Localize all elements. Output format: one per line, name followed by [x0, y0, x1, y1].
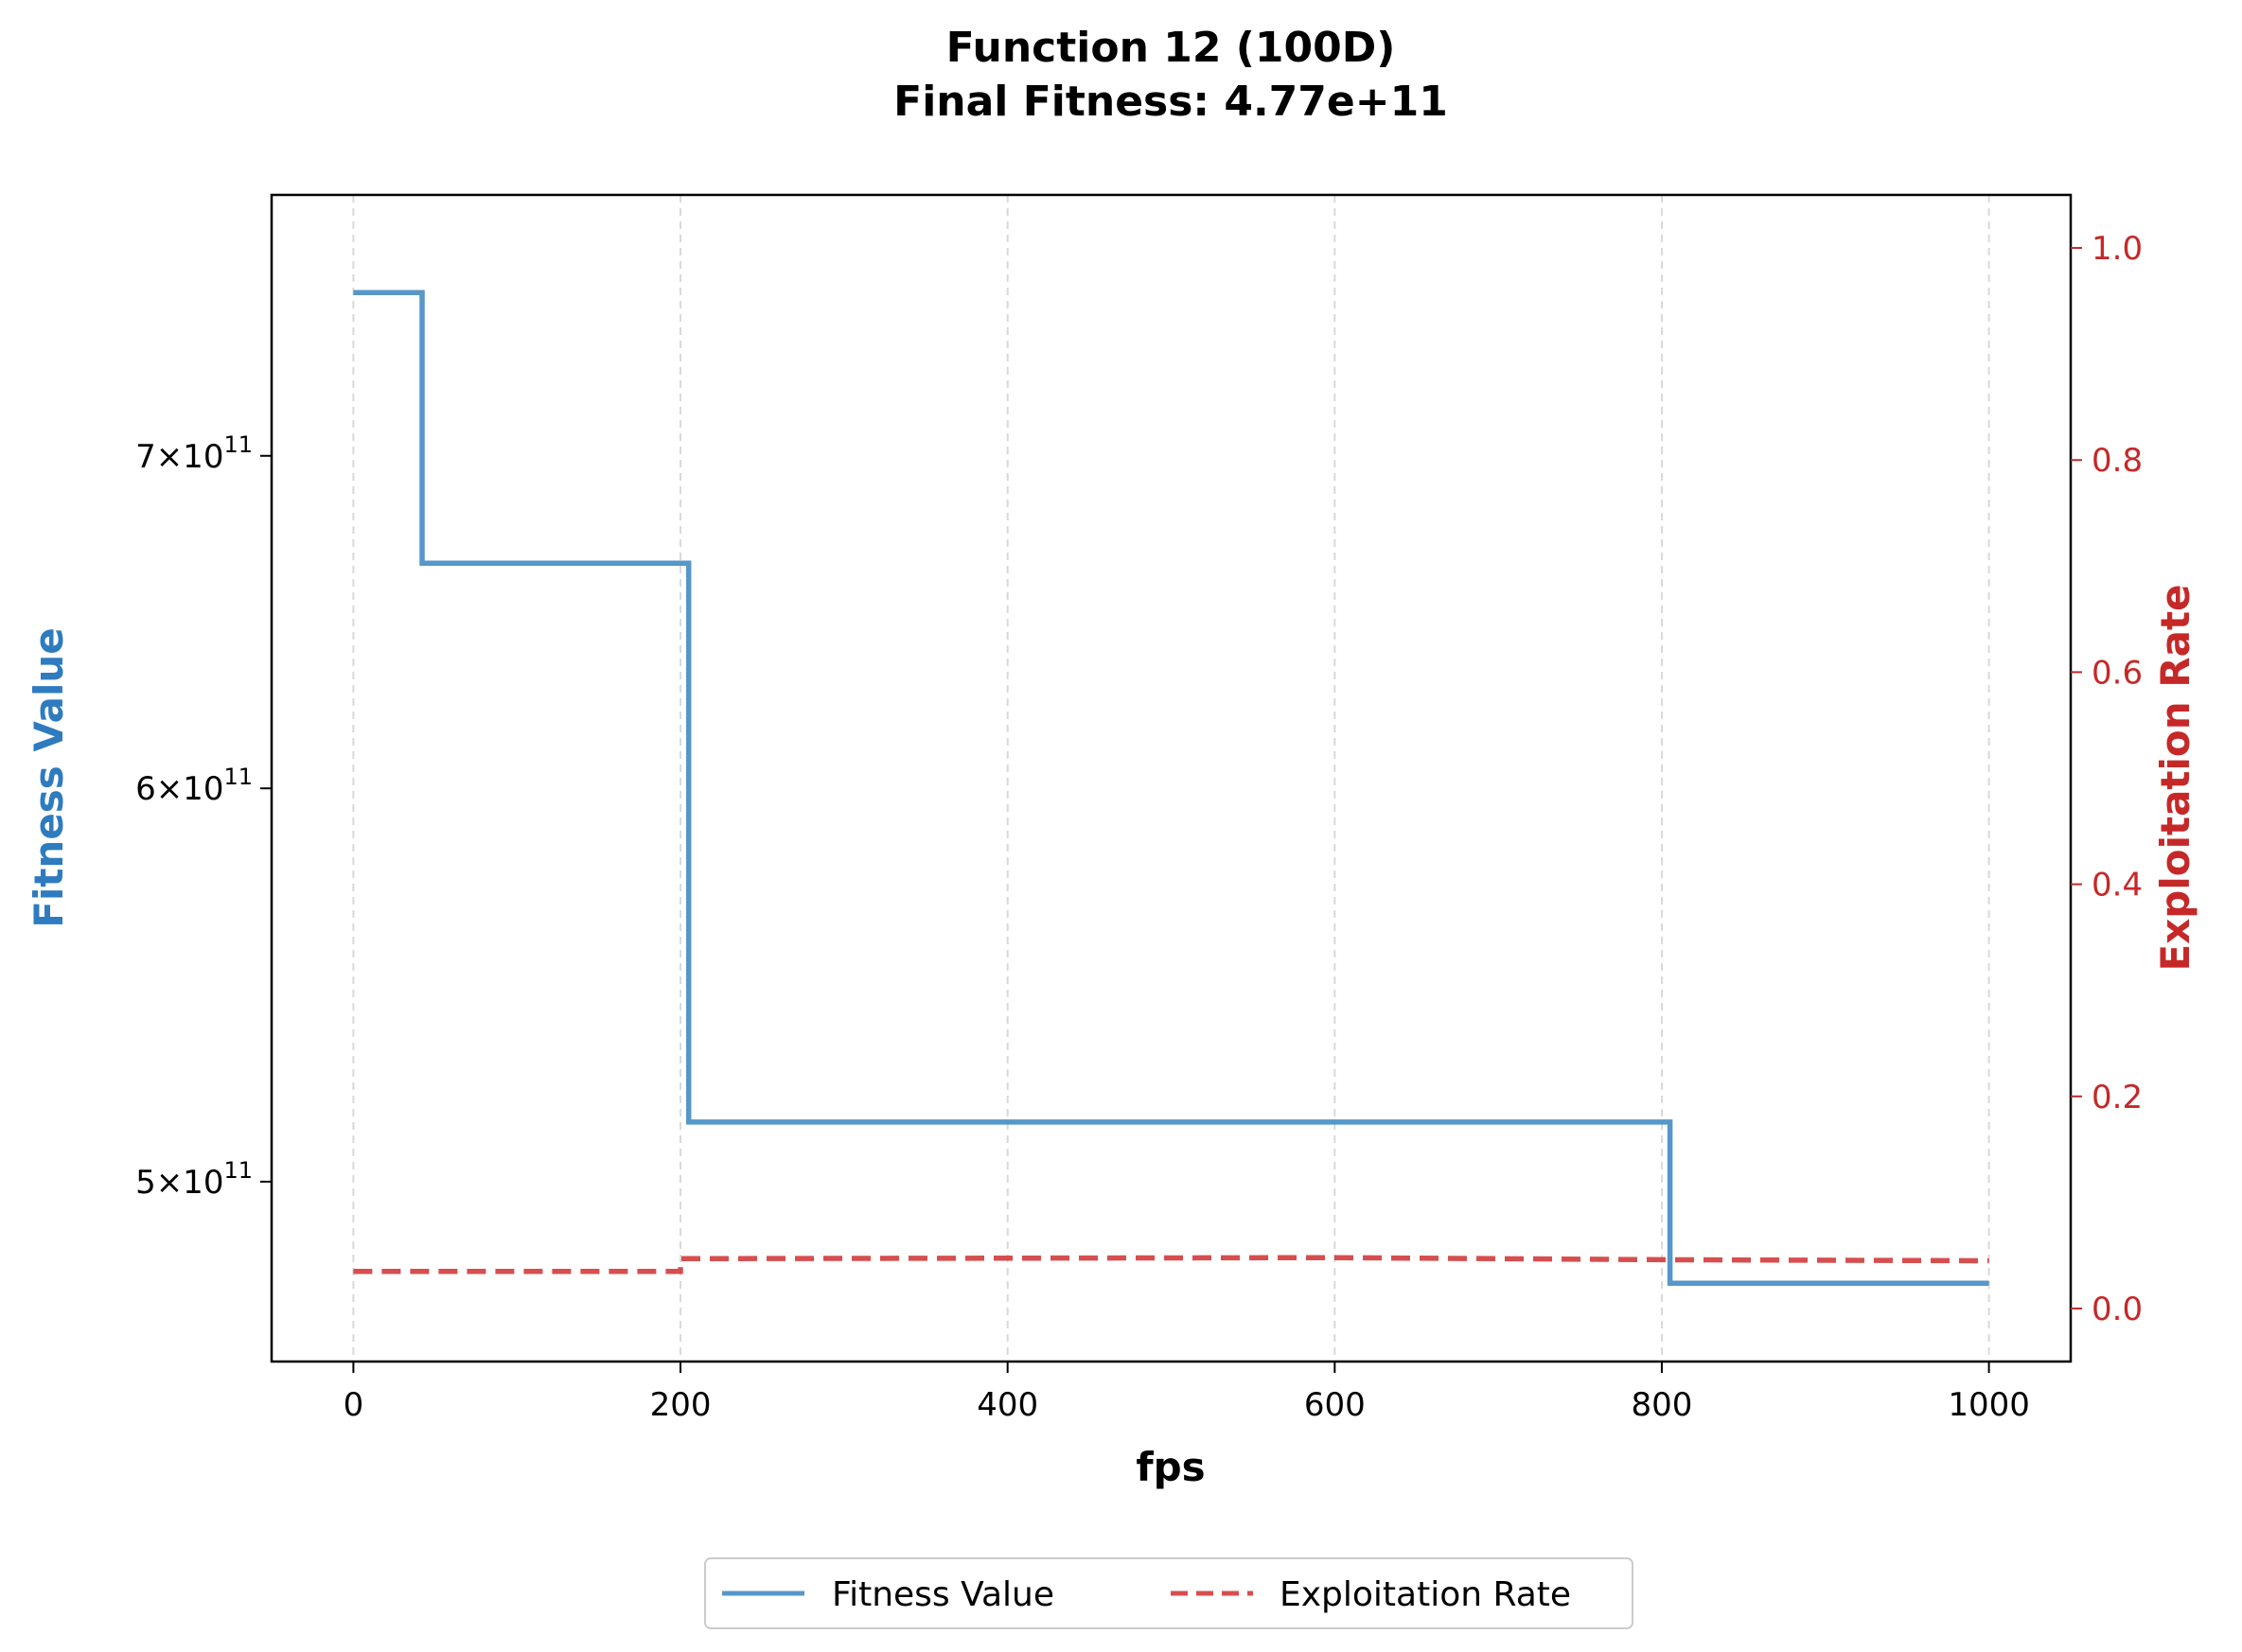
- right-axis-ticks: 0.0 0.2 0.4 0.6 0.8 1.0: [2071, 230, 2143, 1328]
- legend: Fitness Value Exploitation Rate: [704, 1557, 1633, 1629]
- left-tick-label: 5×1011: [135, 1157, 253, 1202]
- right-tick-label: 0.2: [2092, 1079, 2143, 1116]
- fitness-value-line: [353, 290, 1989, 1287]
- right-tick-label: 0.8: [2092, 442, 2143, 480]
- x-tick-label: 200: [650, 1386, 712, 1424]
- x-tick-label: 600: [1304, 1386, 1366, 1424]
- legend-label-exploitation: Exploitation Rate: [1280, 1575, 1571, 1614]
- x-tick-label: 400: [977, 1386, 1038, 1424]
- plot-frame: [270, 193, 2073, 1363]
- exploitation-rate-line: [353, 1255, 1989, 1274]
- x-axis-label: fps: [1136, 1444, 1205, 1490]
- right-tick-label: 0.6: [2092, 654, 2143, 692]
- left-tick-label: 6×1011: [135, 764, 253, 808]
- x-tick-label: 800: [1632, 1386, 1693, 1424]
- chart-title: Function 12 (100D): [946, 24, 1396, 72]
- legend-frame: [704, 1557, 1633, 1629]
- legend-label-fitness: Fitness Value: [832, 1575, 1054, 1614]
- left-axis-ticks: 5×1011 6×1011 7×1011: [135, 431, 272, 1202]
- right-axis-label: Exploitation Rate: [2152, 584, 2198, 971]
- plot-series: [353, 290, 1989, 1287]
- right-tick-label: 0.4: [2092, 867, 2143, 905]
- grid-lines: [352, 195, 1990, 1362]
- chart-subtitle: Final Fitness: 4.77e+11: [893, 78, 1448, 126]
- x-tick-label: 1000: [1948, 1386, 2030, 1424]
- x-tick-label: 0: [344, 1386, 364, 1424]
- left-axis-label: Fitness Value: [26, 627, 72, 928]
- left-tick-label: 7×1011: [135, 431, 253, 476]
- right-tick-label: 0.0: [2092, 1291, 2143, 1328]
- right-tick-label: 1.0: [2092, 230, 2143, 268]
- x-axis-ticks: 0 200 400 600 800 1000: [344, 1362, 2030, 1424]
